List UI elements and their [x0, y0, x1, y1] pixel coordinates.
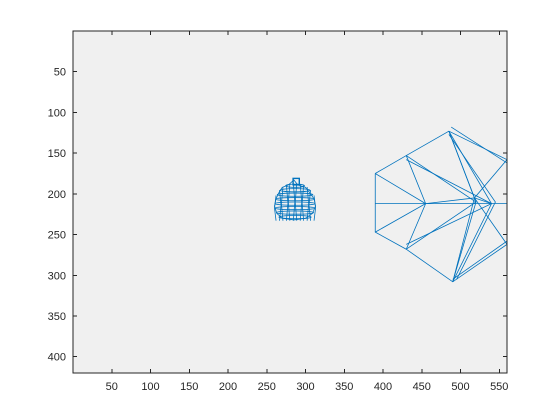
- pot-meridian: [274, 195, 277, 221]
- data-layer: [274, 126, 507, 283]
- wireframe-segment: [406, 159, 493, 245]
- pot-meridian: [299, 183, 303, 221]
- x-tick-label: 500: [451, 381, 469, 393]
- wireframe-segment: [425, 197, 492, 205]
- y-tick-label: 200: [48, 189, 66, 201]
- x-tick-label: 200: [219, 381, 237, 393]
- pot-ring: [276, 192, 314, 197]
- pot-meridian: [287, 183, 291, 221]
- y-tick-label: 250: [48, 230, 66, 242]
- x-tick-label: 250: [258, 381, 276, 393]
- x-tick-label: 550: [490, 381, 508, 393]
- x-tick-label: 300: [296, 381, 314, 393]
- pot-ring: [278, 215, 312, 220]
- y-tick-label: 350: [48, 311, 66, 323]
- y-tick-label: 100: [48, 107, 66, 119]
- pot-meridian: [294, 183, 298, 221]
- axes-box: [72, 30, 508, 374]
- x-tick-label: 50: [106, 381, 118, 393]
- pot-meridian: [279, 189, 282, 221]
- pot-ring: [285, 183, 305, 188]
- x-tick-label: 400: [374, 381, 392, 393]
- x-tick-label: 100: [141, 381, 159, 393]
- pot-ring: [276, 210, 315, 215]
- wireframe-segment: [452, 240, 507, 280]
- wireframe-segment: [374, 130, 507, 283]
- x-tick-label: 150: [180, 381, 198, 393]
- pot-meridian: [281, 186, 284, 221]
- axes: [72, 30, 508, 374]
- wireframe-segment: [450, 126, 507, 164]
- pot-meridian: [286, 185, 289, 221]
- pot-knob: [292, 177, 301, 186]
- x-tick-label: 350: [335, 381, 353, 393]
- wireframe-segment: [448, 134, 496, 280]
- y-tick-label: 300: [48, 270, 66, 282]
- pot-meridian: [313, 195, 316, 221]
- y-tick-label: 400: [48, 352, 66, 364]
- pot-ring: [274, 206, 316, 211]
- y-tick-label: 50: [54, 67, 66, 79]
- y-axis-ticks: 50 100 150 200 250 300 350 400: [48, 67, 507, 364]
- x-axis-ticks: 50 100 150 200 250 300 350 400 450 500 550: [106, 31, 508, 393]
- pot-meridian: [301, 185, 305, 221]
- y-tick-label: 150: [48, 148, 66, 160]
- pot-meridian: [306, 186, 310, 221]
- pot-meridian: [308, 189, 311, 221]
- x-tick-label: 450: [413, 381, 431, 393]
- pot-ring: [279, 188, 311, 193]
